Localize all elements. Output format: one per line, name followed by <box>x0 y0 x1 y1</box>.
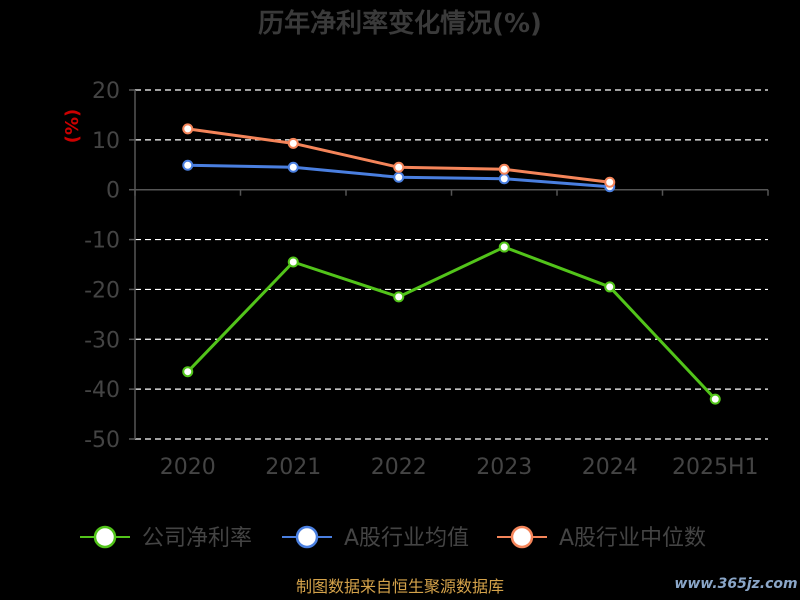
data-point <box>604 176 616 188</box>
x-tick-label: 2024 <box>582 455 638 480</box>
data-point <box>287 161 299 173</box>
data-point <box>604 281 616 293</box>
data-point <box>182 366 194 378</box>
series-line <box>186 245 717 401</box>
y-tick-label: 0 <box>106 179 120 204</box>
data-point <box>709 393 721 405</box>
y-tick-label: -30 <box>84 328 120 353</box>
legend-swatch-marker <box>93 525 117 549</box>
grid-lines <box>135 89 768 440</box>
data-point <box>498 163 510 175</box>
legend-swatch-marker <box>295 525 319 549</box>
y-tick-label: -20 <box>84 278 120 303</box>
legend: 公司净利率 A股行业均值 A股行业中位数 <box>80 525 706 551</box>
chart-title: 历年净利率变化情况(%) <box>258 8 542 39</box>
axes <box>129 89 769 440</box>
legend-swatch-marker <box>510 525 534 549</box>
data-point <box>287 256 299 268</box>
legend-label: A股行业中位数 <box>559 526 706 551</box>
data-point <box>393 171 405 183</box>
data-point <box>182 159 194 171</box>
x-tick-label: 2022 <box>371 455 427 480</box>
y-axis-label: (%) <box>62 109 83 144</box>
data-source-note: 制图数据来自恒生聚源数据库 <box>296 577 504 596</box>
data-point <box>498 241 510 253</box>
legend-label: A股行业均值 <box>344 526 469 551</box>
y-tick-label: -50 <box>84 428 120 453</box>
watermark: www.365jz.com <box>674 576 797 592</box>
y-tick-labels: 20 10 0 -10 -20 -30 -40 -50 <box>84 79 120 453</box>
legend-label: 公司净利率 <box>142 526 252 551</box>
x-tick-labels: 2020 2021 2022 2023 2024 2025H1 <box>160 455 759 480</box>
y-tick-label: -10 <box>84 229 120 254</box>
data-point <box>498 173 510 185</box>
data-point <box>287 137 299 149</box>
y-tick-label: 20 <box>92 79 120 104</box>
series-group <box>182 123 721 405</box>
x-tick-label: 2023 <box>476 455 532 480</box>
data-point <box>182 123 194 135</box>
data-point <box>393 161 405 173</box>
x-tick-label: 2020 <box>160 455 216 480</box>
data-point <box>393 291 405 303</box>
x-tick-label: 2025H1 <box>672 455 759 480</box>
y-tick-label: 10 <box>92 129 120 154</box>
x-tick-label: 2021 <box>265 455 321 480</box>
y-tick-label: -40 <box>84 378 120 403</box>
